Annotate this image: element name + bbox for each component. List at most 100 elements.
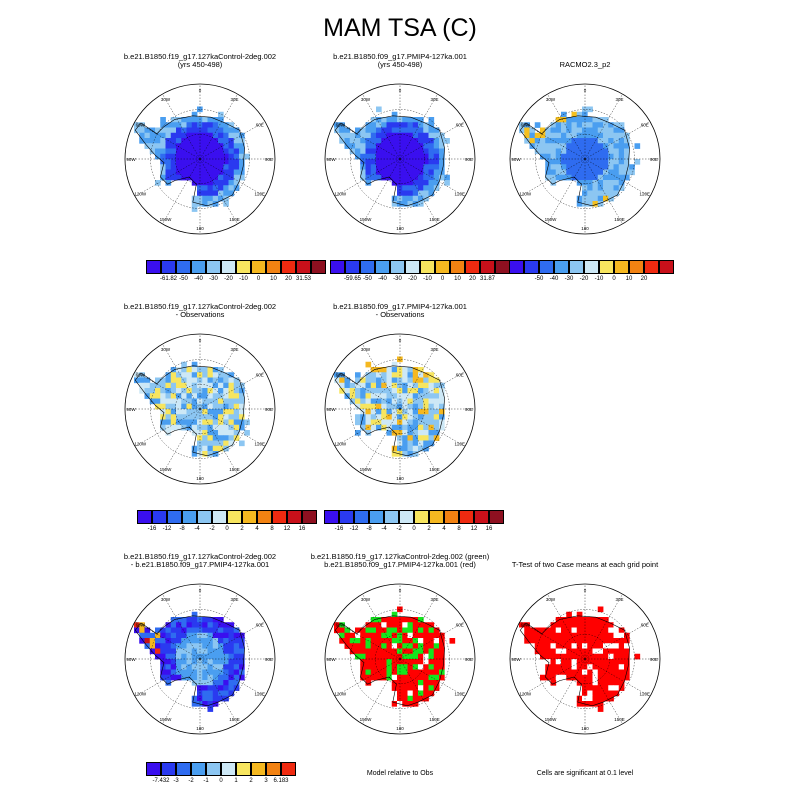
- longitude-label: 0: [584, 588, 587, 593]
- grid-cell: [397, 398, 403, 405]
- grid-cell: [540, 648, 546, 655]
- grid-cell: [391, 398, 398, 405]
- colorbar-swatch: [599, 260, 614, 274]
- grid-cell: [370, 409, 377, 415]
- grid-cell: [360, 643, 366, 649]
- grid-cell: [233, 148, 240, 155]
- grid-cell: [433, 388, 440, 394]
- grid-cell: [576, 153, 583, 160]
- grid-cell: [582, 159, 588, 165]
- colorbar-tick-label: -20: [224, 276, 233, 282]
- grid-cell: [608, 669, 614, 676]
- grid-cell: [423, 393, 429, 399]
- grid-cell: [576, 627, 583, 634]
- grid-cell: [181, 643, 187, 649]
- grid-cell: [212, 185, 219, 191]
- grid-cell: [207, 632, 214, 639]
- grid-cell: [207, 622, 214, 628]
- grid-cell: [239, 653, 245, 660]
- meridian-line: [134, 371, 201, 410]
- longitude-label: 90E: [265, 157, 273, 162]
- grid-cell: [418, 430, 424, 436]
- grid-cell: [202, 445, 208, 452]
- grid-cell: [592, 164, 599, 170]
- grid-cell: [165, 153, 172, 160]
- longitude-label: 30E: [230, 97, 238, 102]
- grid-cell: [365, 174, 372, 181]
- grid-cell: [423, 648, 429, 655]
- meridian-line: [199, 371, 266, 410]
- grid-cell: [181, 409, 187, 415]
- meridian-line: [199, 158, 266, 197]
- grid-cell: [191, 164, 198, 170]
- grid-cell: [592, 648, 599, 655]
- colorbar-swatch: [539, 260, 554, 274]
- grid-cell: [397, 148, 403, 155]
- grid-cell: [155, 643, 161, 649]
- grid-cell: [418, 664, 424, 670]
- longitude-label: 180: [581, 726, 589, 731]
- colorbar-tick-label: -40: [549, 276, 559, 282]
- longitude-label: 0: [399, 338, 402, 343]
- grid-cell: [223, 398, 229, 405]
- coastline: [519, 615, 630, 707]
- grid-cell: [370, 659, 377, 665]
- grid-cell: [360, 398, 366, 405]
- colorbar-swatch: [236, 762, 251, 776]
- grid-cell: [218, 122, 224, 128]
- grid-cell: [428, 409, 435, 415]
- grid-cell: [376, 148, 382, 155]
- grid-cell: [566, 664, 572, 670]
- grid-cell: [433, 653, 440, 660]
- grid-cell: [634, 653, 641, 660]
- grid-cell: [613, 169, 620, 176]
- grid-cell: [218, 132, 224, 139]
- grid-cell: [376, 424, 382, 431]
- colorbar-swatch: [554, 260, 569, 274]
- grid-cell: [160, 393, 166, 399]
- grid-cell: [439, 403, 445, 410]
- grid-cell: [407, 132, 414, 139]
- grid-cell: [603, 643, 609, 649]
- meridian-line: [519, 158, 586, 197]
- meridian-line: [134, 408, 201, 447]
- grid-cell: [423, 690, 429, 697]
- grid-cell: [381, 674, 387, 681]
- grid-cell: [407, 398, 414, 405]
- colorbar-swatch: [281, 762, 296, 776]
- grid-cell: [376, 367, 382, 373]
- grid-cell: [155, 627, 161, 634]
- grid-cell: [386, 659, 393, 665]
- grid-cell: [212, 174, 219, 181]
- grid-cell: [418, 669, 424, 676]
- grid-cell: [608, 659, 614, 665]
- grid-cell: [597, 180, 604, 186]
- grid-cell: [545, 638, 551, 644]
- grid-cell: [603, 138, 609, 144]
- grid-cell: [428, 377, 435, 384]
- grid-cell: [181, 627, 187, 634]
- grid-cell: [534, 648, 541, 655]
- grid-cell: [412, 372, 419, 378]
- grid-cell: [370, 132, 377, 139]
- grid-cell: [555, 122, 562, 128]
- colorbar-tick-label: 2: [427, 526, 431, 532]
- grid-cell: [618, 674, 625, 681]
- grid-cell: [144, 627, 151, 634]
- grid-cell: [223, 690, 229, 697]
- meridian-line: [162, 593, 201, 660]
- grid-cell: [370, 393, 377, 399]
- grid-cell: [355, 627, 361, 634]
- grid-cell: [365, 159, 372, 165]
- grid-cell: [402, 138, 408, 144]
- grid-cell: [228, 409, 235, 415]
- grid-cell: [181, 159, 187, 165]
- grid-cell: [386, 143, 393, 149]
- colorbar-swatch: [614, 260, 629, 274]
- grid-cell: [186, 377, 193, 384]
- grid-cell: [181, 122, 187, 128]
- longitude-label: 60W: [336, 123, 346, 128]
- grid-cell: [402, 201, 408, 207]
- colorbar-swatch: [509, 260, 524, 274]
- meridian-line: [399, 158, 466, 197]
